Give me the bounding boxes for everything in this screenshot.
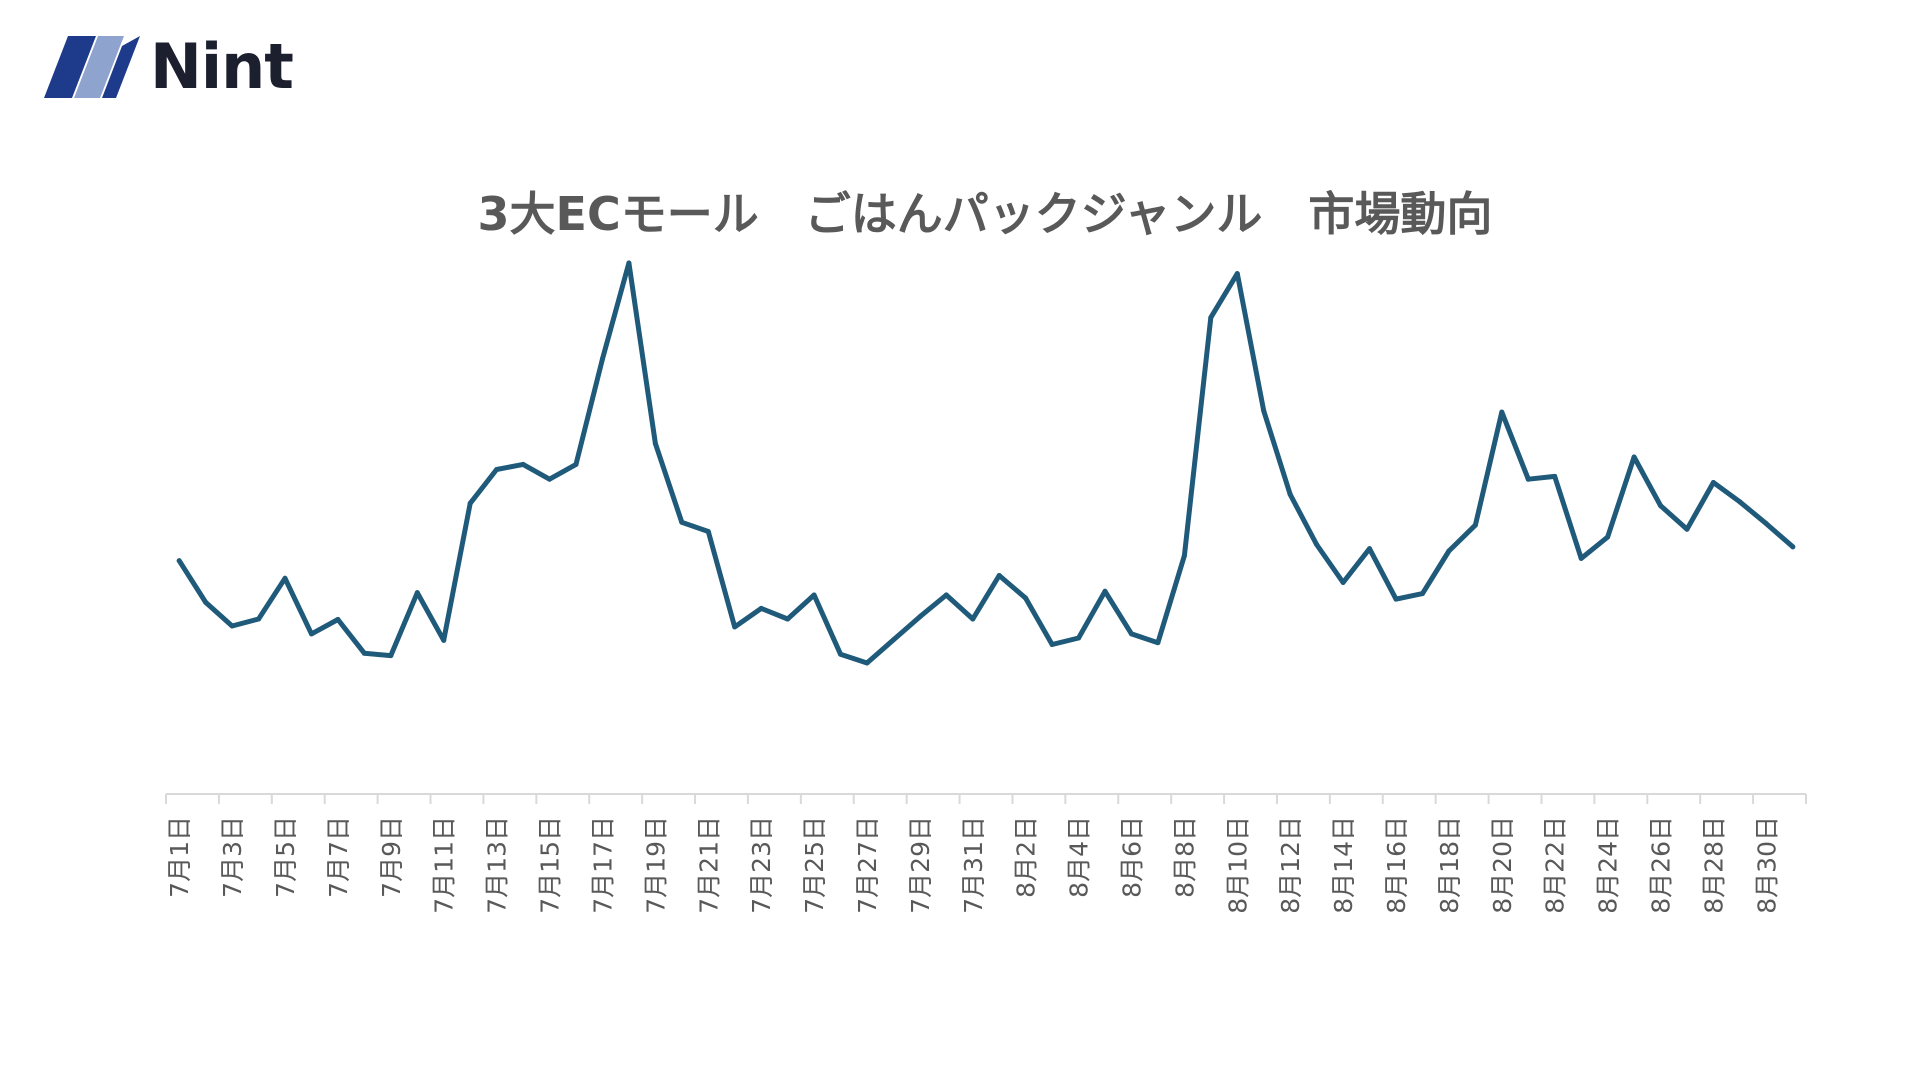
data-point bbox=[1181, 553, 1187, 559]
data-point bbox=[1605, 534, 1611, 540]
data-point bbox=[1631, 454, 1637, 460]
data-point bbox=[1446, 548, 1452, 554]
data-point bbox=[1499, 409, 1505, 415]
x-tick-label: 7月15日 bbox=[536, 816, 565, 914]
data-point bbox=[890, 637, 896, 643]
x-tick-label: 7月21日 bbox=[694, 816, 723, 914]
x-tick-label: 7月3日 bbox=[218, 816, 247, 898]
data-point bbox=[1023, 595, 1029, 601]
x-tick-label: 8月22日 bbox=[1541, 816, 1570, 914]
data-point bbox=[467, 500, 473, 506]
data-point bbox=[599, 356, 605, 362]
x-tick-label: 7月29日 bbox=[906, 816, 935, 914]
data-point bbox=[1314, 542, 1320, 548]
data-point bbox=[441, 637, 447, 643]
data-point bbox=[652, 441, 658, 447]
series-line bbox=[176, 260, 1796, 666]
data-point bbox=[1710, 479, 1716, 485]
x-tick-label: 7月19日 bbox=[641, 816, 670, 914]
data-point bbox=[838, 651, 844, 657]
x-tick-label: 8月28日 bbox=[1699, 816, 1728, 914]
data-point bbox=[626, 260, 632, 266]
x-tick-label: 8月20日 bbox=[1488, 816, 1517, 914]
data-point bbox=[229, 623, 235, 629]
x-tick-label: 8月10日 bbox=[1223, 816, 1252, 914]
data-point bbox=[1128, 631, 1134, 637]
x-tick-label: 7月31日 bbox=[959, 816, 988, 914]
data-point bbox=[705, 529, 711, 535]
data-point bbox=[203, 599, 209, 605]
data-point bbox=[1155, 640, 1161, 646]
x-tick-label: 8月26日 bbox=[1647, 816, 1676, 914]
x-tick-label: 7月27日 bbox=[853, 816, 882, 914]
data-point bbox=[573, 461, 579, 467]
x-tick-label: 7月1日 bbox=[165, 816, 194, 898]
data-point bbox=[1208, 315, 1214, 321]
data-point bbox=[1049, 642, 1055, 648]
data-point bbox=[1367, 546, 1373, 552]
data-point bbox=[414, 590, 420, 596]
x-tick-label: 8月6日 bbox=[1117, 816, 1146, 898]
x-tick-label: 8月30日 bbox=[1752, 816, 1781, 914]
x-tick-label: 7月23日 bbox=[747, 816, 776, 914]
data-point bbox=[176, 558, 182, 564]
x-tick-label: 7月7日 bbox=[324, 816, 353, 898]
data-point bbox=[308, 631, 314, 637]
x-tick-label: 7月11日 bbox=[430, 816, 459, 914]
data-point bbox=[679, 519, 685, 525]
x-tick-label: 7月9日 bbox=[377, 816, 406, 898]
data-point bbox=[1525, 476, 1531, 482]
data-point bbox=[520, 461, 526, 467]
x-tick-label: 8月12日 bbox=[1276, 816, 1305, 914]
logo-text: Nint bbox=[150, 30, 294, 103]
data-point bbox=[282, 575, 288, 581]
x-tick-label: 7月17日 bbox=[588, 816, 617, 914]
x-tick-label: 8月2日 bbox=[1012, 816, 1041, 898]
data-point bbox=[811, 592, 817, 598]
data-point bbox=[1076, 635, 1082, 641]
data-point bbox=[1472, 522, 1478, 528]
data-point bbox=[1790, 544, 1796, 550]
x-tick-label: 8月18日 bbox=[1435, 816, 1464, 914]
data-point bbox=[256, 616, 262, 622]
data-point bbox=[1287, 492, 1293, 497]
data-point bbox=[1684, 526, 1690, 532]
data-point bbox=[917, 614, 923, 620]
data-point bbox=[361, 650, 367, 656]
x-tick-label: 8月16日 bbox=[1382, 816, 1411, 914]
data-point bbox=[732, 624, 738, 630]
data-point bbox=[1763, 521, 1769, 527]
data-point bbox=[864, 660, 870, 666]
x-tick-label: 7月25日 bbox=[800, 816, 829, 914]
x-tick-label: 7月5日 bbox=[271, 816, 300, 898]
data-point bbox=[335, 617, 341, 623]
x-tick-label: 8月14日 bbox=[1329, 816, 1358, 914]
nint-logo-icon bbox=[44, 36, 140, 98]
data-point bbox=[970, 616, 976, 622]
data-point bbox=[388, 653, 394, 659]
data-point bbox=[785, 616, 791, 622]
data-point bbox=[1340, 579, 1346, 585]
data-point bbox=[547, 476, 553, 482]
data-point bbox=[1102, 588, 1108, 594]
data-point bbox=[943, 592, 949, 598]
data-point bbox=[494, 466, 500, 472]
chart-title: 3大ECモール ごはんパックジャンル 市場動向 bbox=[477, 187, 1493, 241]
data-point bbox=[1737, 499, 1743, 505]
x-tick-label: 8月8日 bbox=[1170, 816, 1199, 898]
x-tick-label: 7月13日 bbox=[483, 816, 512, 914]
logo: Nint bbox=[44, 30, 294, 103]
x-tick-label: 8月4日 bbox=[1065, 816, 1094, 898]
data-point bbox=[1261, 408, 1267, 414]
data-point bbox=[1578, 555, 1584, 561]
data-point bbox=[1552, 473, 1558, 479]
data-point bbox=[1658, 503, 1664, 509]
data-point bbox=[1419, 591, 1425, 597]
data-point bbox=[996, 573, 1002, 579]
data-point bbox=[1393, 596, 1399, 602]
data-point bbox=[758, 605, 764, 611]
data-point bbox=[1234, 271, 1240, 277]
x-tick-label: 8月24日 bbox=[1594, 816, 1623, 914]
